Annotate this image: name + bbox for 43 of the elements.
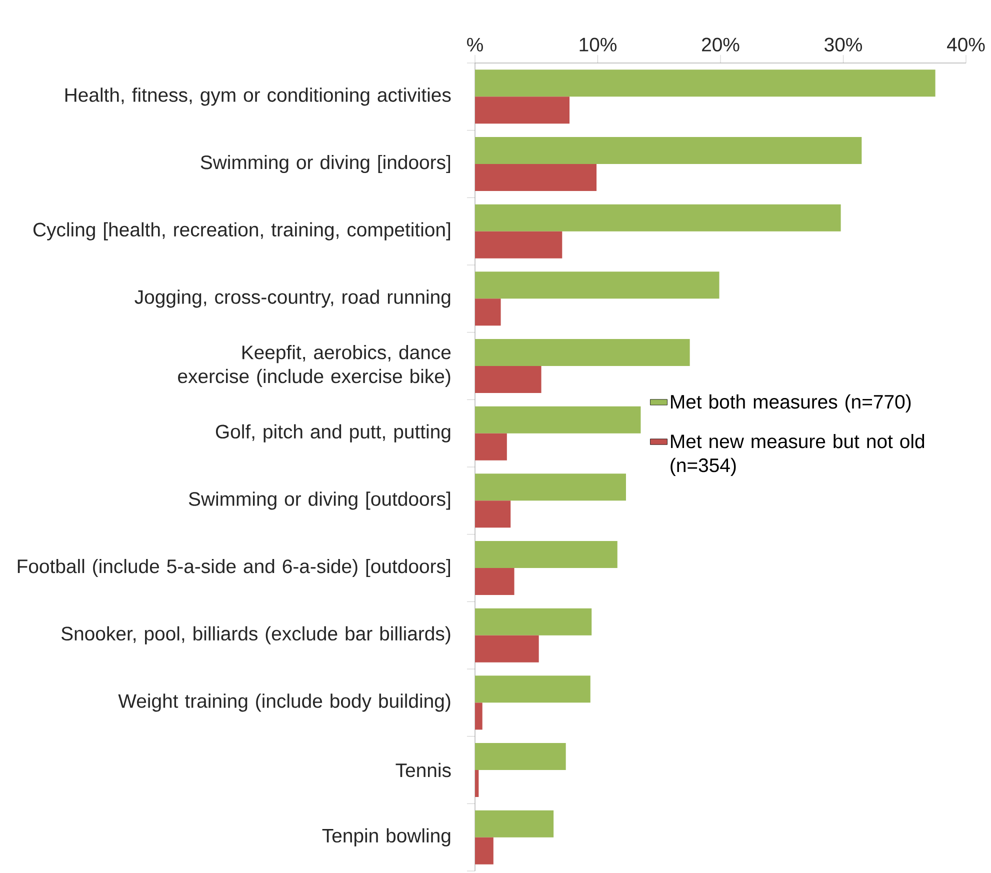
x-tick-label: 10% [580,38,616,52]
y-tick-label: Tenpin bowling [322,828,450,846]
legend-label: Met both measures (n=770) [671,394,911,413]
y-tick-label: Cycling [health, recreation, training, competition] [33,222,450,240]
bar [475,500,511,528]
bar [475,635,539,662]
y-tick-label: Keepfit, aerobics, dance exercise (include exercise bike) [178,345,451,388]
bar [475,474,626,501]
bar [475,676,590,703]
y-tick-label: Swimming or diving [indoors] [200,154,450,174]
bar [475,231,562,258]
bar [475,406,641,434]
y-tick-label: Weight training (include body building) [118,694,450,712]
bar [475,272,720,299]
bar [475,837,494,864]
bar [475,702,482,730]
bar [475,339,690,366]
bar [475,608,592,636]
y-tick-label: Health, fitness, gym or conditioning activities [65,88,451,106]
y-tick-label: Snooker, pool, billiards (exclude bar billiards) [61,626,450,644]
x-tick-label: 20% [702,38,740,52]
bar [475,204,841,232]
bar [475,164,597,192]
y-tick-label: Golf, pitch and putt, putting [216,424,450,442]
y-tick-label: Swimming or diving [outdoors] [188,492,450,510]
bar [475,541,618,568]
bar [475,770,479,798]
x-tick-label: % [467,38,483,52]
bar [475,366,542,394]
bar [475,433,507,460]
bar [475,568,514,596]
bar [475,137,862,164]
bar [475,743,566,770]
bar [475,70,936,97]
x-tick-label: 40% [947,38,985,52]
y-tick-label: Tennis [396,762,451,778]
y-tick-label: Jogging, cross-country, road running [134,290,450,308]
x-tick-label: 30% [824,38,862,52]
bar [475,96,570,124]
bar [475,298,501,326]
legend-label: Met new measure but not old (n=354) [670,434,924,476]
y-tick-label: Football (include 5-a-side and 6-a-side) [outdoors] [18,558,450,578]
bar [475,810,554,838]
